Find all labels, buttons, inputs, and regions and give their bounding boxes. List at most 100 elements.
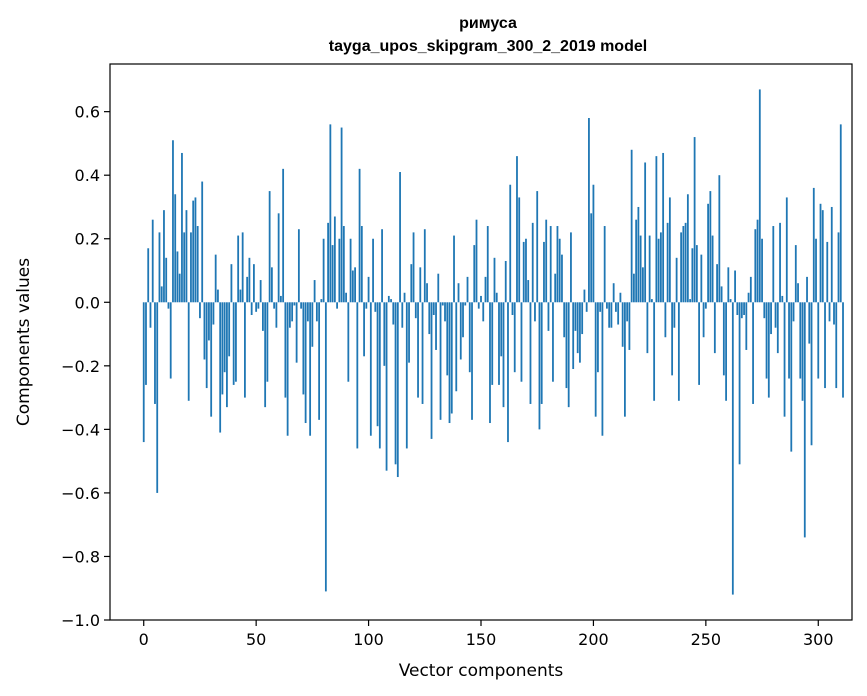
bar: [774, 302, 777, 328]
bar: [165, 257, 168, 303]
bar: [747, 292, 750, 303]
bar: [270, 267, 273, 303]
bar: [641, 267, 644, 303]
bar: [147, 248, 150, 303]
bar: [644, 162, 647, 303]
bar: [394, 302, 397, 465]
bar: [781, 295, 784, 303]
bar: [824, 302, 826, 389]
bar: [210, 302, 213, 417]
bar: [396, 302, 399, 478]
bar: [297, 229, 300, 303]
bar: [653, 302, 656, 401]
bar: [527, 280, 530, 303]
bar: [390, 299, 392, 303]
bar: [291, 302, 294, 322]
bar: [779, 222, 781, 303]
bar: [794, 245, 797, 303]
bar: [228, 302, 231, 357]
bar: [450, 302, 453, 414]
bar: [817, 302, 820, 379]
bar: [493, 257, 496, 303]
bar: [190, 232, 192, 303]
bar: [722, 302, 725, 376]
bar: [646, 302, 649, 354]
bar: [315, 302, 318, 322]
bar: [736, 302, 739, 315]
bar: [417, 302, 419, 398]
bar: [275, 302, 278, 328]
bar: [839, 124, 842, 303]
bar: [477, 302, 480, 309]
bar: [302, 302, 305, 395]
bar: [255, 302, 258, 312]
bar: [383, 302, 386, 366]
x-axis: 0 50 100 150 200 250 300: [139, 620, 834, 649]
bar: [552, 302, 554, 382]
bar: [318, 302, 321, 420]
bar: [516, 156, 518, 303]
bar: [583, 289, 586, 303]
bar: [655, 156, 658, 303]
bar: [709, 191, 712, 303]
bar: [761, 238, 763, 303]
bar: [657, 238, 660, 303]
y-tick-label: 0.4: [75, 166, 100, 185]
bar: [828, 302, 831, 322]
bar: [837, 232, 840, 303]
bar: [826, 241, 829, 303]
bar: [686, 194, 689, 303]
bar: [682, 226, 685, 303]
bar: [603, 226, 606, 303]
bar: [718, 175, 721, 303]
bar: [196, 226, 199, 303]
bar: [662, 152, 665, 303]
bar: [536, 191, 539, 303]
bar: [192, 200, 195, 303]
bar: [680, 232, 683, 303]
bar: [819, 203, 822, 303]
bar: [203, 302, 206, 360]
bar: [473, 245, 476, 303]
bar: [455, 302, 458, 392]
bar: [772, 226, 775, 303]
bar: [466, 276, 469, 303]
y-tick-label: −0.2: [61, 357, 100, 376]
bar: [617, 302, 620, 325]
bar: [266, 302, 269, 382]
bar: [217, 289, 219, 303]
bar: [237, 235, 240, 303]
bar: [567, 302, 570, 408]
bar: [313, 280, 316, 303]
bar: [457, 283, 460, 303]
x-tick-label: 300: [803, 630, 834, 649]
bar: [756, 219, 759, 303]
bar: [235, 302, 237, 382]
bar: [309, 302, 312, 436]
bar: [169, 302, 172, 379]
bar: [421, 302, 424, 404]
bar: [304, 302, 307, 424]
bar: [444, 302, 446, 322]
chart-subtitle: tayga_upos_skipgram_300_2_2019 model: [329, 38, 647, 55]
y-tick-label: −1.0: [61, 611, 100, 630]
bar: [439, 302, 442, 420]
bar: [565, 302, 568, 389]
bar: [282, 168, 285, 303]
bar: [194, 197, 197, 303]
bar: [430, 302, 433, 439]
bar: [300, 302, 303, 309]
bar: [597, 302, 599, 373]
bar: [205, 302, 208, 389]
bar: [489, 302, 491, 424]
bar: [284, 302, 287, 398]
bar: [608, 302, 611, 328]
bar: [181, 152, 183, 303]
bar: [288, 302, 291, 328]
bar: [333, 216, 336, 303]
bar: [365, 302, 368, 309]
x-tick-label: 0: [139, 630, 149, 649]
bar: [668, 197, 671, 303]
bar: [253, 264, 255, 303]
